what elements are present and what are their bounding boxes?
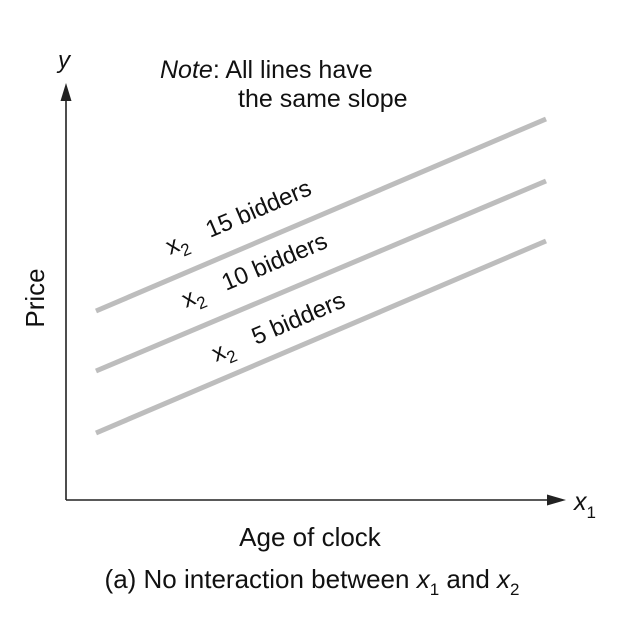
x-axis-label-sub: 1 bbox=[587, 503, 596, 522]
note-line-1: Note: All lines have bbox=[160, 56, 373, 84]
y-axis-arrowhead bbox=[60, 83, 72, 101]
y-axis-title: Price bbox=[20, 268, 50, 327]
figure-caption: (a) No interaction between x1 and x2 bbox=[105, 564, 520, 599]
x-axis-title: Age of clock bbox=[239, 522, 382, 552]
line-5-bidders bbox=[95, 238, 547, 436]
y-axis-label: y bbox=[56, 47, 72, 74]
note-line-2: the same slope bbox=[238, 85, 408, 113]
svg-text:x25 bidders: x25 bidders bbox=[208, 287, 351, 372]
caption-var2-sub: 2 bbox=[510, 580, 519, 599]
caption-var2-base: x bbox=[495, 564, 511, 594]
note-prefix: Note bbox=[160, 56, 213, 84]
caption-var1-base: x bbox=[415, 564, 431, 594]
line-label-5-var-sub: 2 bbox=[224, 346, 240, 367]
line-label-15-text: 15 bidders bbox=[202, 175, 316, 244]
line-15-bidders bbox=[95, 116, 547, 314]
line-label-5-bidders: x25 bidders bbox=[208, 287, 351, 372]
line-label-15-var-sub: 2 bbox=[178, 239, 194, 260]
x-axis-arrowhead bbox=[547, 494, 566, 506]
x-axis-label-base: x bbox=[573, 488, 588, 516]
line-10-bidders bbox=[95, 178, 547, 374]
x-axis-label: x1 bbox=[573, 488, 596, 522]
caption-var1-sub: 1 bbox=[430, 580, 439, 599]
line-label-10-var-sub: 2 bbox=[194, 292, 210, 313]
note-line-1-rest: : All lines have bbox=[213, 56, 373, 84]
line-label-5-text: 5 bidders bbox=[248, 287, 349, 351]
caption-part-1: (a) No interaction between bbox=[105, 564, 417, 594]
caption-part-2: and bbox=[439, 564, 497, 594]
line-label-10-text: 10 bidders bbox=[218, 228, 332, 297]
